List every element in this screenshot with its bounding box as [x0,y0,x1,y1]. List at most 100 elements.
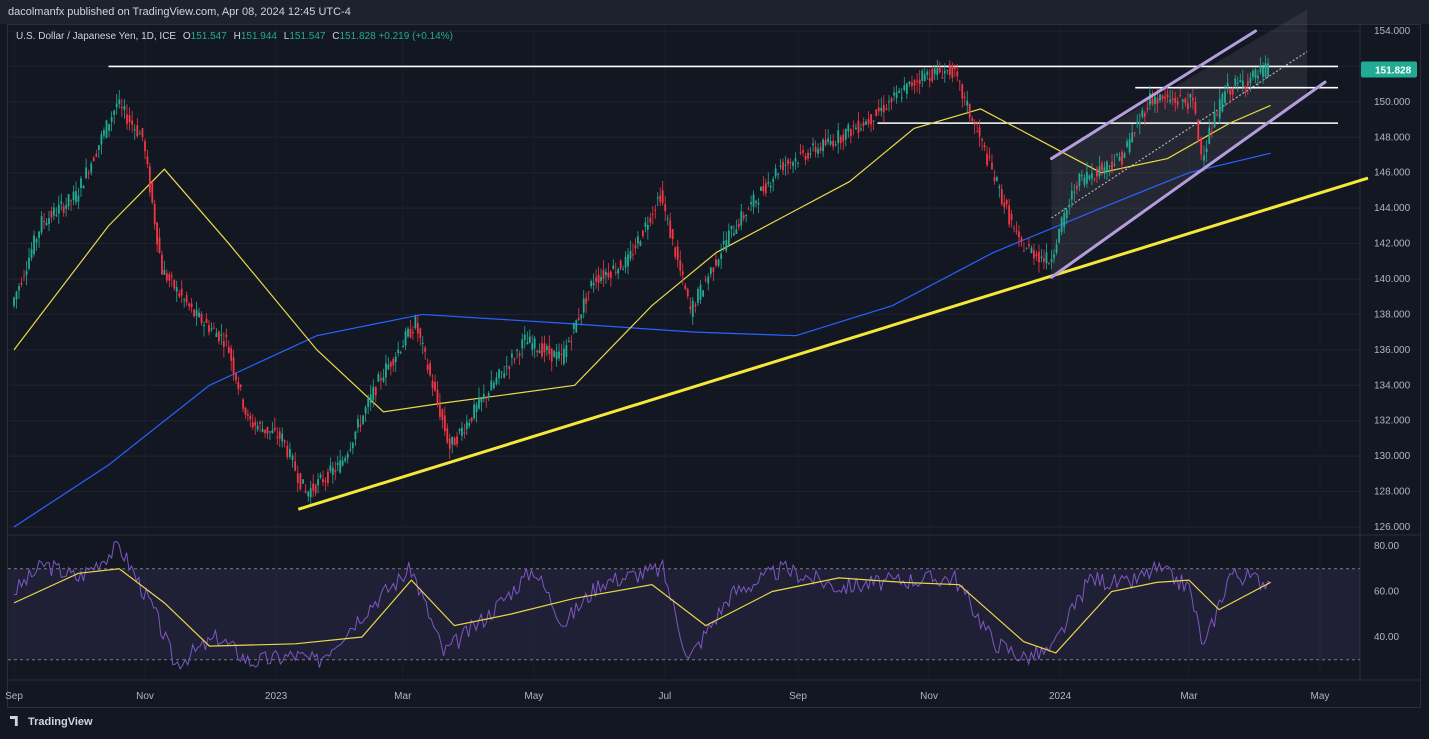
rsi-band [8,568,1360,660]
candle-body [113,110,116,115]
candle-body [1174,98,1177,103]
candle-body [399,352,402,354]
candle-body [983,145,986,148]
candle-body [20,282,23,285]
candle-body [239,384,242,388]
candle-body [865,121,867,125]
candle-body [516,349,518,351]
candle-body [995,177,998,181]
chart-frame[interactable] [7,24,1421,708]
candle-body [752,194,755,207]
candle-body [834,144,837,146]
candle-body [131,120,134,125]
candle-body [299,473,302,489]
candle-body [500,371,503,373]
price-tick-label: 150.000 [1374,97,1411,108]
candle-body [1249,77,1252,84]
candle-body [168,274,171,281]
tradingview-logo[interactable]: TradingView [10,716,93,728]
candle-body [832,140,835,147]
candle-body [331,467,334,476]
price-tick-label: 140.000 [1374,274,1411,285]
candle-body [407,328,409,337]
candle-body [649,217,652,223]
candle-body [1123,153,1126,158]
candle-body [872,120,875,122]
candle-body [570,341,573,343]
candle-body [456,436,458,445]
candle-body [1171,98,1174,100]
candle-body [885,108,888,110]
candle-body [334,470,337,473]
candle-body [782,161,784,171]
candle-body [689,306,692,310]
time-tick-label: May [524,691,543,702]
candle-body [875,109,878,116]
candle-body [490,380,493,391]
candle-body [953,67,956,70]
candle-body [1143,113,1146,117]
candle-body [475,404,478,413]
candle-body [283,440,286,443]
time-tick-label: Sep [789,691,807,702]
candle-body [314,484,317,493]
candle-body [1045,252,1048,264]
candle-body [553,351,556,358]
candle-body [572,323,575,330]
candle-body [1205,148,1208,153]
candle-body [336,463,339,465]
tradingview-brand: TradingView [28,716,93,728]
candle-body [890,98,893,103]
candle-body [1166,94,1169,98]
candle-body [762,185,765,192]
candle-body [1236,82,1239,84]
candle-body [473,404,476,419]
candle-body [38,231,40,239]
candle-body [389,362,392,367]
candle-body [251,422,254,428]
candle-body [67,194,70,207]
price-tick-label: 144.000 [1374,203,1411,214]
candle-body [991,162,993,170]
symbol-name[interactable]: U.S. Dollar / Japanese Yen, 1D, ICE [16,31,177,42]
price-tick-label: 142.000 [1374,239,1411,250]
candle-body [938,67,941,73]
price-tick-label: 138.000 [1374,309,1411,320]
candle-body [222,341,225,347]
candle-body [1231,88,1234,95]
candle-body [261,429,264,432]
candle-body [531,343,534,350]
candle-body [339,460,342,473]
candle-body [1040,256,1043,258]
candle-body [434,381,436,391]
candle-body [448,438,451,449]
candle-body [913,80,916,86]
candle-body [895,92,898,99]
candle-body [888,101,890,103]
candles [13,55,1269,505]
candle-body [441,409,444,421]
candle-body [671,229,674,239]
candle-body [905,83,908,94]
candle-body [80,178,82,188]
candle-body [173,280,176,289]
candle-body [304,490,307,493]
candle-body [986,153,988,166]
candle-body [1111,161,1113,170]
candle-body [699,284,702,300]
candle-body [513,359,516,361]
candle-body [1098,166,1101,177]
candle-body [619,260,622,269]
candle-body [759,187,762,191]
candle-body [254,421,257,426]
candle-body [271,430,274,433]
candle-body [508,366,511,370]
channel-midline [1051,51,1308,219]
candle-body [289,449,291,457]
price-tick-label: 134.000 [1374,380,1411,391]
candle-body [1181,99,1184,102]
candle-body [273,427,276,430]
candle-body [281,433,284,442]
candle-body [880,107,883,112]
